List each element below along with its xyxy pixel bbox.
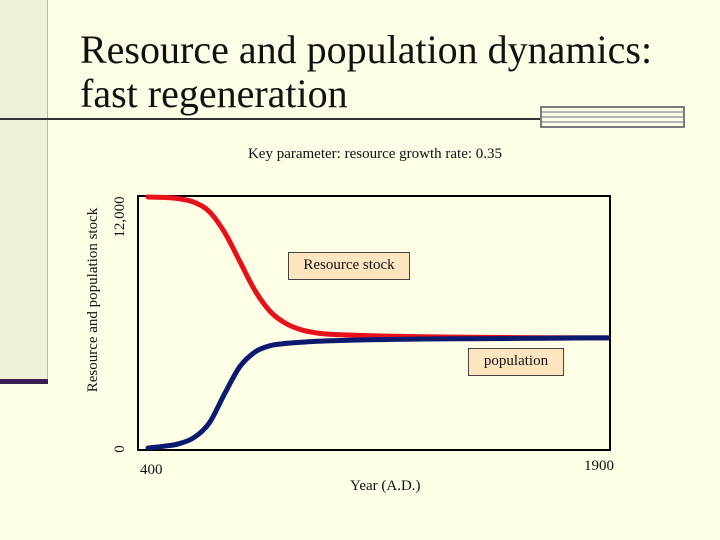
population-callout: population — [468, 348, 564, 376]
x-tick-label-end: 1900 — [584, 458, 614, 474]
series-layer — [145, 194, 611, 451]
chart-title: Key parameter: resource growth rate: 0.3… — [247, 146, 503, 162]
resource-stock-callout: Resource stock — [288, 252, 410, 280]
title-underline — [0, 118, 685, 120]
slide-title-line-1: Resource and population dynamics: — [80, 27, 653, 72]
plot-frame — [137, 195, 611, 451]
slide-title: Resource and population dynamics: fast r… — [80, 28, 700, 116]
slide-sidebar — [0, 0, 48, 382]
sidebar-accent-bar — [0, 379, 48, 384]
series-line-population — [145, 335, 611, 451]
title-rule-decoration — [540, 106, 685, 128]
y-tick-label-max: 12,000 — [112, 196, 128, 238]
y-axis-label: Resource and population stock — [85, 207, 101, 393]
x-axis-label: Year (A.D.) — [350, 478, 421, 494]
slide-title-line-2: fast regeneration — [80, 71, 348, 116]
y-tick-label-min: 0 — [112, 445, 128, 453]
x-tick-label-start: 400 — [140, 462, 163, 478]
